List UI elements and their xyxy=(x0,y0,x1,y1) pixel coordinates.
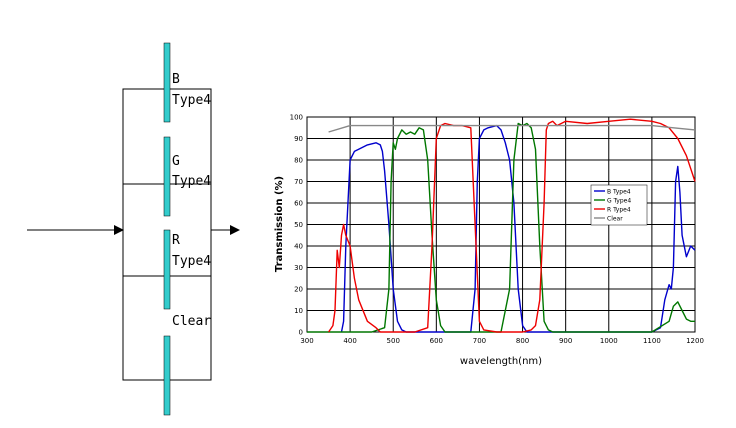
filter-bar-b xyxy=(163,42,171,123)
legend-label-clear: Clear xyxy=(607,215,623,222)
filter-diagram xyxy=(27,42,240,416)
y-tick-label: 60 xyxy=(294,200,303,208)
y-tick-label: 20 xyxy=(294,286,303,294)
input-arrowhead xyxy=(114,225,124,235)
y-tick-label: 40 xyxy=(294,243,303,251)
x-tick-label: 400 xyxy=(343,337,356,345)
x-tick-label: 800 xyxy=(516,337,529,345)
x-axis-label: wavelength(nm) xyxy=(460,356,542,367)
x-tick-labels: 300 400 500 600 700 800 900 1000 1100 1200 xyxy=(300,337,704,345)
y-axis-label: Transmission (%) xyxy=(274,176,285,272)
x-tick-label: 600 xyxy=(430,337,443,345)
filter-label-g-type: Type4 xyxy=(172,174,212,189)
y-tick-label: 70 xyxy=(294,178,303,186)
x-tick-label: 500 xyxy=(387,337,400,345)
output-arrowhead xyxy=(230,225,240,235)
filter-label-g-name: G xyxy=(172,154,180,169)
x-tick-label: 1200 xyxy=(686,337,704,345)
series-line-clear xyxy=(328,124,696,133)
grid xyxy=(307,117,695,332)
y-tick-labels: 0 10 20 30 40 50 60 70 80 90 100 xyxy=(290,114,303,337)
filter-label-clear-name: Clear xyxy=(172,314,212,329)
legend-label-g-type4: G Type4 xyxy=(607,197,631,204)
series-group xyxy=(307,118,696,333)
y-tick-label: 0 xyxy=(299,329,303,337)
y-tick-label: 100 xyxy=(290,114,303,122)
filter-bar-r xyxy=(163,229,171,310)
legend-label-b-type4: B Type4 xyxy=(607,188,631,195)
filter-label-r-type: Type4 xyxy=(172,254,212,269)
filter-label-b-type: Type4 xyxy=(172,93,212,108)
y-tick-label: 10 xyxy=(294,307,303,315)
y-tick-label: 80 xyxy=(294,157,303,165)
x-tick-label: 700 xyxy=(473,337,486,345)
filter-bar-clear xyxy=(163,335,171,416)
series-line-b-type4 xyxy=(340,124,696,333)
x-tick-label: 300 xyxy=(300,337,313,345)
y-tick-label: 30 xyxy=(294,264,303,272)
series-line-r-type4 xyxy=(328,118,696,333)
filter-label-r-name: R xyxy=(172,233,180,248)
filter-label-b-name: B xyxy=(172,72,180,87)
filter-bar-g xyxy=(163,136,171,217)
x-tick-label: 900 xyxy=(559,337,572,345)
transmission-chart: 300 400 500 600 700 800 900 1000 1100 1200 0 10 20 3… xyxy=(274,114,704,368)
x-tick-label: 1000 xyxy=(600,337,618,345)
y-tick-label: 90 xyxy=(294,135,303,143)
x-tick-label: 1100 xyxy=(643,337,661,345)
y-tick-label: 50 xyxy=(294,221,303,229)
legend: B Type4 G Type4 R Type4 Clear xyxy=(590,184,648,226)
legend-label-r-type4: R Type4 xyxy=(607,206,631,213)
